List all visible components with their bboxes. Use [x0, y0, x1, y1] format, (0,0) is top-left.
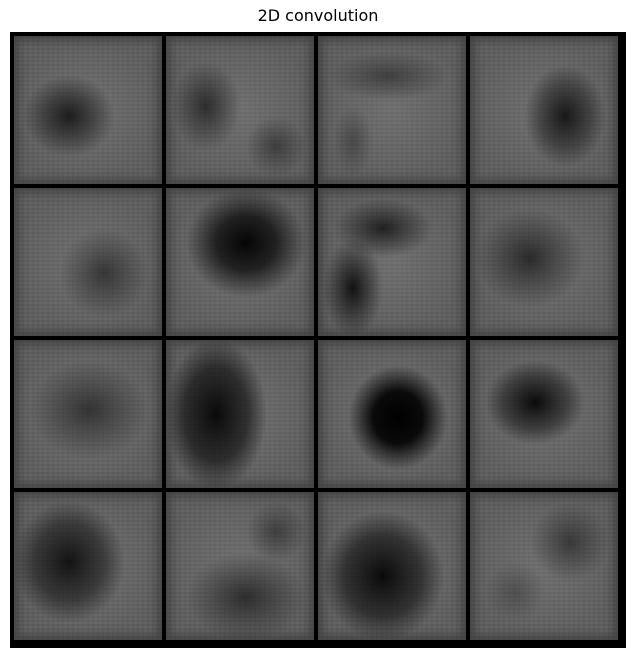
sample-image-r2c2	[166, 188, 314, 336]
sample-image-r1c4	[470, 36, 618, 184]
sample-image-r4c4	[470, 492, 618, 640]
sample-image-r3c2	[166, 340, 314, 488]
sample-image-r4c3	[318, 492, 466, 640]
sample-image-r1c2	[166, 36, 314, 184]
sample-image-r1c1	[14, 36, 162, 184]
sample-image-r2c1	[14, 188, 162, 336]
sample-image-r3c3	[318, 340, 466, 488]
sample-image-r3c4	[470, 340, 618, 488]
sample-image-r3c1	[14, 340, 162, 488]
sample-image-r2c4	[470, 188, 618, 336]
image-grid	[10, 32, 626, 648]
sample-image-r2c3	[318, 188, 466, 336]
sample-image-r4c1	[14, 492, 162, 640]
sample-image-r1c3	[318, 36, 466, 184]
sample-image-r4c2	[166, 492, 314, 640]
figure-title: 2D convolution	[257, 6, 379, 25]
